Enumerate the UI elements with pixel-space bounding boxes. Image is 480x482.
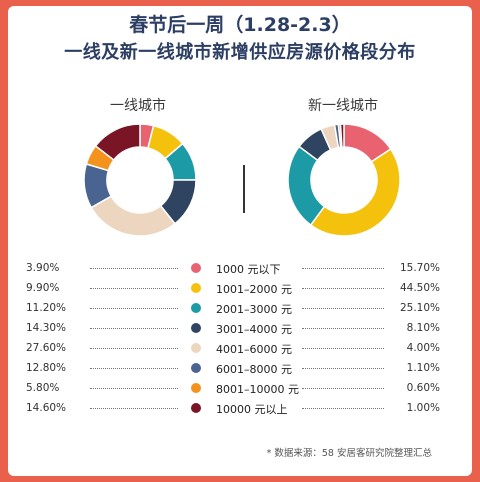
- dotted-leader: [90, 408, 178, 409]
- legend-color-dot: [191, 343, 201, 353]
- tier1-value: 11.20%: [26, 302, 67, 314]
- tier1-value: 27.60%: [26, 342, 67, 354]
- title-line-2: 一线及新一线城市新增供应房源价格段分布: [64, 42, 416, 63]
- dotted-leader: [90, 268, 178, 269]
- donut-slice-8: [94, 123, 141, 161]
- dotted-leader: [90, 328, 178, 329]
- dotted-leader: [302, 368, 384, 369]
- new-tier1-value: 0.60%: [406, 382, 440, 394]
- legend-color-dot: [191, 403, 201, 413]
- dotted-leader: [302, 348, 384, 349]
- legend-label: 6001–8000 元: [216, 363, 292, 376]
- legend-label: 1001–2000 元: [216, 283, 292, 296]
- dotted-leader: [302, 288, 384, 289]
- dotted-leader: [302, 388, 384, 389]
- legend-label: 1000 元以下: [216, 263, 281, 276]
- legend-row: 14.30% 3001–4000 元 8.10%: [0, 319, 480, 339]
- new-tier1-value: 1.00%: [406, 402, 440, 414]
- dotted-leader: [302, 408, 384, 409]
- dotted-leader: [302, 268, 384, 269]
- tier1-value: 14.30%: [26, 322, 67, 334]
- legend-row: 3.90% 1000 元以下 15.70%: [0, 259, 480, 279]
- new-tier1-value: 15.70%: [399, 262, 440, 274]
- dotted-leader: [302, 328, 384, 329]
- legend-color-dot: [191, 283, 201, 293]
- new-tier1-value: 8.10%: [406, 322, 440, 334]
- legend-color-dot: [191, 323, 201, 333]
- dotted-leader: [90, 308, 178, 309]
- dotted-leader: [90, 368, 178, 369]
- legend-row: 14.60% 10000 元以上 1.00%: [0, 399, 480, 419]
- tier1-value: 14.60%: [26, 402, 67, 414]
- new-tier1-value: 1.10%: [406, 362, 440, 374]
- dotted-leader: [90, 388, 178, 389]
- legend-row: 5.80% 8001–10000 元 0.60%: [0, 379, 480, 399]
- legend-label: 10000 元以上: [216, 403, 288, 416]
- tier1-value: 3.90%: [26, 262, 60, 274]
- legend-label: 2001–3000 元: [216, 303, 292, 316]
- donut-label-tier1: 一线城市: [110, 98, 166, 114]
- legend-color-dot: [191, 363, 201, 373]
- tier1-value: 9.90%: [26, 282, 60, 294]
- donut-chart-tier1: [83, 123, 197, 237]
- chart-card: [8, 6, 472, 476]
- legend-color-dot: [191, 263, 201, 273]
- donut-label-new-tier1: 新一线城市: [308, 98, 378, 114]
- legend-color-dot: [191, 303, 201, 313]
- donut-chart-new-tier1: [287, 123, 401, 237]
- legend-label: 8001–10000 元: [216, 383, 299, 396]
- new-tier1-value: 25.10%: [399, 302, 440, 314]
- tier1-value: 5.80%: [26, 382, 60, 394]
- donut-slice-2: [309, 148, 401, 237]
- new-tier1-value: 4.00%: [406, 342, 440, 354]
- legend-label: 4001–6000 元: [216, 343, 292, 356]
- dotted-leader: [90, 348, 178, 349]
- legend-row: 11.20% 2001–3000 元 25.10%: [0, 299, 480, 319]
- new-tier1-value: 44.50%: [399, 282, 440, 294]
- legend-color-dot: [191, 383, 201, 393]
- legend-label: 3001–4000 元: [216, 323, 292, 336]
- legend-row: 9.90% 1001–2000 元 44.50%: [0, 279, 480, 299]
- source-note: * 数据来源：58 安居客研究院整理汇总: [266, 448, 432, 459]
- legend-row: 12.80% 6001–8000 元 1.10%: [0, 359, 480, 379]
- title-line-1: 春节后一周（1.28-2.3）: [129, 14, 351, 36]
- tier1-value: 12.80%: [26, 362, 67, 374]
- dotted-leader: [302, 308, 384, 309]
- donut-slice-5: [90, 195, 177, 237]
- dotted-leader: [90, 288, 178, 289]
- donut-slice-8: [339, 123, 345, 148]
- legend-row: 27.60% 4001–6000 元 4.00%: [0, 339, 480, 359]
- divider-line: [243, 165, 245, 213]
